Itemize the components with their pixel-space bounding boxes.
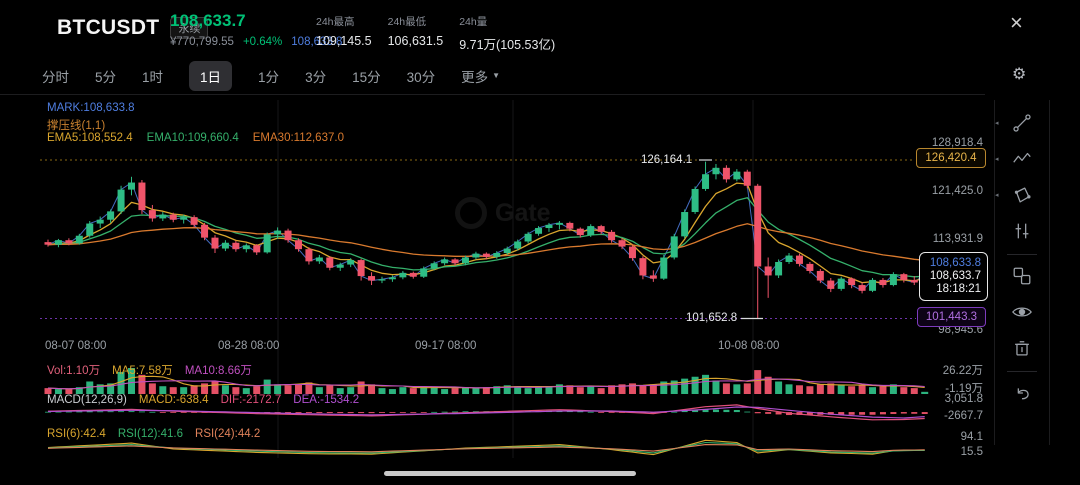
macd-label-2: DIF:-2172.7 — [220, 394, 282, 406]
triangle-left-icon: ◂ — [995, 156, 999, 163]
volume-indicator-row: Vol:1.10万 MA5:7.58万 MA10:8.66万 — [47, 362, 252, 378]
ema-row: EMA5:108,552.4 EMA10:109,660.4 EMA30:112,6… — [47, 132, 344, 144]
delete-drawings-button[interactable] — [1005, 331, 1039, 365]
macd-indicator-row: MACD(12,26,9) MACD:-638.4 DIF:-2172.7 DEA:-… — [47, 394, 359, 406]
subpanel-axis-value: -2667.7 — [943, 410, 983, 422]
undo-button[interactable] — [1005, 376, 1039, 410]
ema-label-1: EMA10:109,660.4 — [146, 132, 239, 144]
resistance-price-tag: 126,420.4 — [916, 148, 986, 168]
price-block: 108,633.7 ¥770,799.55 +0.64% 108,633.8 — [170, 11, 342, 48]
stat-label: 24h最低 — [387, 16, 427, 28]
ema-label-2: EMA30:112,637.0 — [252, 132, 344, 144]
current-price-tag: 108,633.8 108,633.7 18:18:21 — [919, 252, 988, 301]
tab-15分[interactable]: 15分 — [352, 69, 381, 85]
toolbar-divider — [1007, 371, 1037, 372]
indicator-settings-icon — [1015, 223, 1029, 239]
perpetual-badge: 永续 — [170, 17, 209, 39]
toolbar-divider — [1007, 254, 1037, 255]
rsi-label-1: RSI(12):41.6 — [117, 428, 184, 440]
period-low-label: 101,652.8 — [686, 312, 738, 324]
price-axis-label: 113,931.9 — [932, 233, 983, 245]
symbol-title: BTCUSDT — [57, 16, 160, 39]
visibility-eye-icon — [1012, 307, 1032, 317]
tab-1分[interactable]: 1分 — [258, 69, 280, 85]
tab-5分[interactable]: 5分 — [95, 69, 117, 85]
subpanel-axis-value: 26.22万 — [942, 365, 983, 377]
stat-2: 24h量 9.71万(105.53亿) — [459, 14, 555, 53]
change-percent: +0.64% — [242, 36, 283, 48]
vol-label-1: MA5:7.58万 — [112, 365, 173, 377]
tab-more-menu[interactable]: 更多 ▼ — [461, 66, 500, 86]
indicator-zigzag-tool-icon — [1013, 152, 1031, 163]
mark-price-row: MARK:108,633.8 — [47, 102, 135, 114]
header-symbol-block: BTCUSDT 永续 — [57, 16, 209, 40]
rsi-indicator-row: RSI(6):42.4 RSI(12):41.6 RSI(24):44.2 — [47, 428, 260, 440]
close-icon[interactable]: × — [1010, 10, 1023, 35]
vol-label-2: MA10:8.66万 — [184, 365, 252, 377]
index-price: 108,633.8 — [291, 36, 343, 48]
home-indicator-bar[interactable] — [384, 471, 636, 476]
trend-line-tool-button[interactable]: ◂ — [995, 106, 1039, 140]
delete-drawings-icon — [1015, 341, 1029, 356]
macd-label-3: DEA:-1534.2 — [293, 394, 360, 406]
subpanel-axis-value: 3,051.8 — [944, 393, 983, 405]
subpanel-axis-value: -1.19万 — [945, 383, 983, 395]
tab-分时[interactable]: 分时 — [42, 69, 69, 85]
shape-tool-button[interactable]: ◂ — [995, 178, 1039, 212]
ema-label-0: EMA5:108,552.4 — [47, 132, 133, 144]
indicator-zigzag-tool-button[interactable]: ◂ — [995, 142, 1039, 176]
triangle-left-icon: ◂ — [995, 120, 999, 127]
subpanel-axis-value: 15.5 — [960, 446, 983, 458]
chevron-down-icon: ▼ — [492, 71, 501, 80]
current-index-price: 108,633.8 — [929, 257, 981, 269]
period-high-label: 126,164.1 — [641, 154, 693, 166]
time-axis-label: 08-28 08:00 — [218, 340, 280, 352]
price-axis-label: 98,945.6 — [938, 324, 983, 336]
support-resistance-label: 撑压线(1,1) — [47, 120, 106, 132]
stat-label: 24h最高 — [316, 16, 355, 28]
trend-line-tool-icon — [1013, 114, 1031, 132]
stat-label: 24h量 — [459, 16, 488, 28]
mark-price-label: MARK:108,633.8 — [47, 102, 135, 114]
tab-30分[interactable]: 30分 — [406, 69, 436, 85]
macd-label-1: MACD:-638.4 — [138, 394, 209, 406]
time-axis-label: 10-08 08:00 — [718, 340, 780, 352]
multi-chart-icon — [1013, 267, 1031, 285]
undo-icon — [1017, 388, 1029, 400]
stat-value: 9.71万(105.53亿) — [459, 38, 556, 52]
countdown-time: 18:18:21 — [936, 283, 981, 295]
timeframe-tabbar: 分时 5分 1时 1日 1分 3分 15分 30分 更多 ▼ — [0, 57, 985, 95]
current-last-price: 108,633.7 — [929, 270, 981, 282]
stat-1: 24h最低 106,631.5 — [388, 14, 444, 53]
stat-0: 24h最高 109,145.5 — [316, 14, 372, 53]
price-axis-label: 121,425.0 — [931, 185, 983, 197]
tab-1日[interactable]: 1日 — [189, 60, 233, 91]
stat-value: 106,631.5 — [387, 34, 444, 48]
indicator-settings-button[interactable] — [1005, 214, 1039, 248]
more-label: 更多 — [461, 69, 489, 85]
stat-value: 109,145.5 — [316, 34, 372, 48]
drawing-toolbar: ◂ ◂ ◂ — [994, 100, 1050, 445]
visibility-eye-button[interactable] — [1005, 295, 1039, 329]
rsi-label-2: RSI(24):44.2 — [195, 428, 261, 440]
stats-24h: 24h最高 109,145.5 24h最低 106,631.5 24h量 9.71万(10… — [316, 14, 555, 53]
time-axis-label: 08-07 08:00 — [45, 340, 107, 352]
cny-price: ¥770,799.55 — [170, 36, 234, 48]
vol-label-0: Vol:1.10万 — [47, 365, 101, 377]
triangle-left-icon: ◂ — [995, 192, 999, 199]
tab-3分[interactable]: 3分 — [305, 69, 327, 85]
multi-chart-button[interactable] — [1005, 259, 1039, 293]
subpanel-axis-value: 94.1 — [960, 431, 983, 443]
macd-label-0: MACD(12,26,9) — [47, 394, 127, 406]
shape-tool-icon — [1014, 187, 1031, 203]
tab-1时[interactable]: 1时 — [142, 69, 164, 85]
support-resistance-row: 撑压线(1,1) — [47, 117, 105, 133]
gear-icon[interactable]: ⚙ — [1012, 66, 1027, 83]
time-axis-label: 09-17 08:00 — [415, 340, 477, 352]
price-axis-label: 128,918.4 — [931, 137, 983, 149]
rsi-label-0: RSI(6):42.4 — [47, 428, 106, 440]
support-price-tag: 101,443.3 — [917, 307, 986, 327]
last-price: 108,633.7 — [170, 11, 246, 30]
